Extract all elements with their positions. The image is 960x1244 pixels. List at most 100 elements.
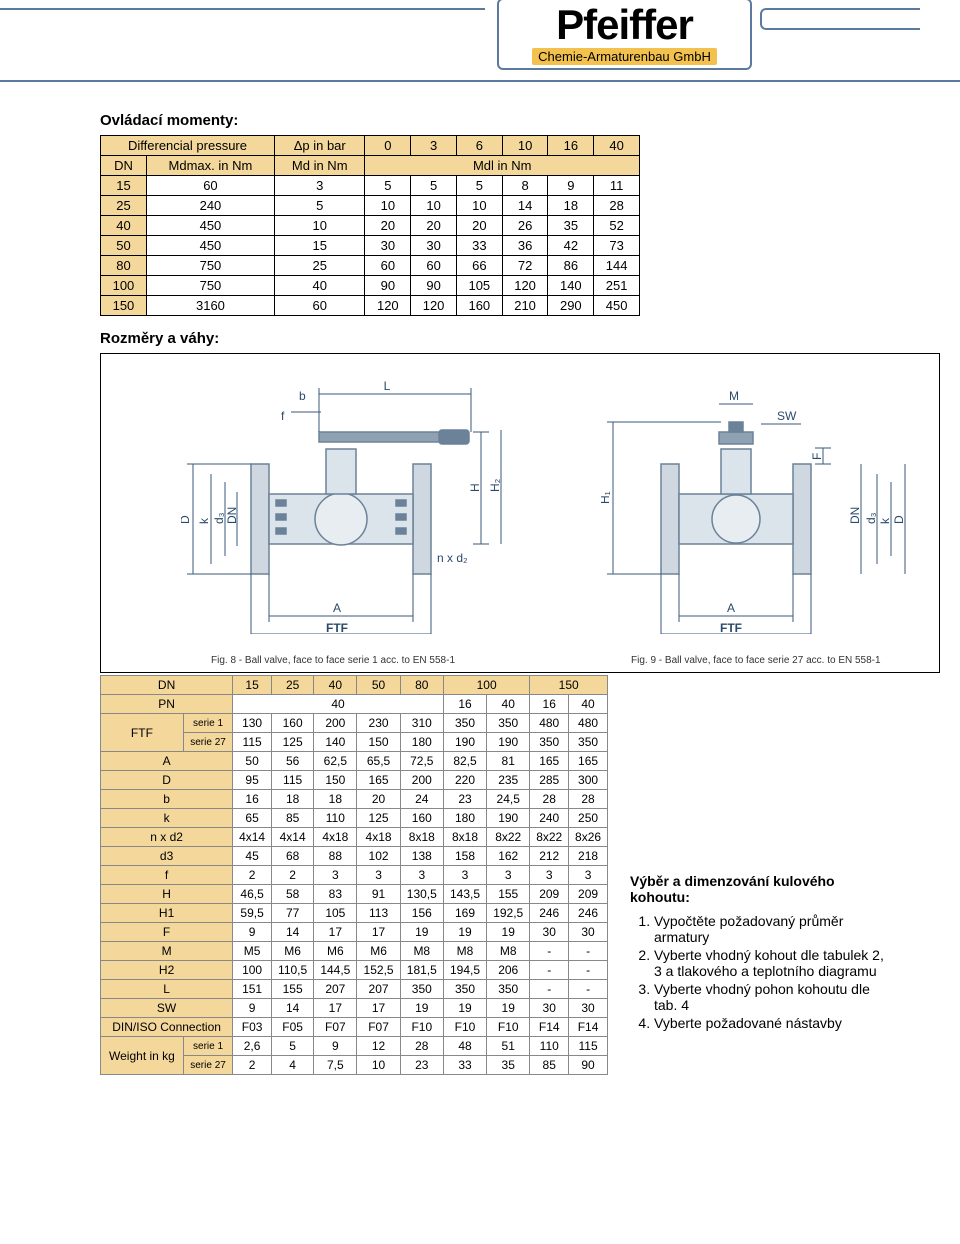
dims-label: d3: [101, 847, 233, 866]
dims-cell: 130: [233, 714, 272, 733]
dn-c0: 15: [233, 676, 272, 695]
pn-40b: 40: [487, 695, 530, 714]
dims-cell: 160: [400, 809, 443, 828]
dims-cell: 48: [443, 1037, 486, 1056]
dims-cell: 144,5: [314, 961, 357, 980]
dims-cell: 138: [400, 847, 443, 866]
dims-cell: 115: [272, 771, 314, 790]
dims-cell: 350: [487, 980, 530, 999]
dims-cell: 150: [314, 771, 357, 790]
dims-cell: 125: [357, 809, 400, 828]
lbl-d3r: d₃: [864, 512, 878, 524]
th-dp1: 3: [411, 136, 457, 156]
dims-cell: 2,6: [233, 1037, 272, 1056]
dims-cell: 3: [400, 866, 443, 885]
dn-c7: 150: [530, 676, 608, 695]
dims-cell: 105: [314, 904, 357, 923]
dims-cell: 160: [272, 714, 314, 733]
dims-cell: 14: [272, 999, 314, 1018]
dims-cell: -: [569, 961, 608, 980]
valve-diagram-right: M SW H₁ F DN d₃ k D A FTF: [601, 364, 921, 634]
dims-cell: 212: [530, 847, 569, 866]
dims-cell: 350: [569, 733, 608, 752]
pn-16a: 16: [443, 695, 486, 714]
lbl-Dr: D: [892, 515, 906, 524]
caption-left: Fig. 8 - Ball valve, face to face serie …: [211, 655, 455, 666]
torque-cell: 8: [502, 176, 548, 196]
dims-sublabel: serie 1: [183, 1037, 232, 1056]
lbl-SW: SW: [777, 409, 797, 423]
dims-cell: 200: [400, 771, 443, 790]
dn-c5: 100: [443, 676, 529, 695]
dims-cell: 28: [400, 1037, 443, 1056]
dims-cell: 58: [272, 885, 314, 904]
torque-cell: 10: [274, 216, 364, 236]
dims-label: n x d2: [101, 828, 233, 847]
torque-cell: 52: [594, 216, 640, 236]
torque-cell: 10: [365, 196, 411, 216]
torque-cell: 73: [594, 236, 640, 256]
dims-cell: 30: [530, 999, 569, 1018]
torque-cell: 120: [365, 296, 411, 316]
dims-cell: 350: [443, 714, 486, 733]
dims-cell: 162: [487, 847, 530, 866]
dims-cell: 8x22: [530, 828, 569, 847]
dims-cell: 158: [443, 847, 486, 866]
selection-block: Výběr a dimenzování kulového kohoutu: Vy…: [630, 873, 890, 1033]
th-mdmax: Mdmax. in Nm: [146, 156, 274, 176]
dims-cell: 165: [569, 752, 608, 771]
dims-cell: 4x18: [357, 828, 400, 847]
dims-cell: M6: [357, 942, 400, 961]
dims-cell: 350: [530, 733, 569, 752]
torque-cell: 20: [411, 216, 457, 236]
header-right-rule: [760, 8, 920, 30]
dn-hdr: DN: [101, 676, 233, 695]
dims-cell: 113: [357, 904, 400, 923]
dims-cell: 4x14: [233, 828, 272, 847]
dims-cell: 19: [487, 999, 530, 1018]
dims-cell: 20: [357, 790, 400, 809]
dims-cell: M6: [272, 942, 314, 961]
dims-cell: 90: [569, 1056, 608, 1075]
dims-cell: 130,5: [400, 885, 443, 904]
dims-label: FTF: [101, 714, 184, 752]
dims-cell: 28: [530, 790, 569, 809]
torque-cell: 60: [146, 176, 274, 196]
dims-label: H: [101, 885, 233, 904]
dims-cell: 152,5: [357, 961, 400, 980]
torque-table: Differencial pressure Δp in bar 0 3 6 10…: [100, 135, 640, 316]
torque-cell: 160: [456, 296, 502, 316]
th-dp3: 10: [502, 136, 548, 156]
dims-cell: 110: [314, 809, 357, 828]
dims-cell: 180: [400, 733, 443, 752]
dims-cell: 16: [233, 790, 272, 809]
dims-cell: 102: [357, 847, 400, 866]
dims-cell: 246: [569, 904, 608, 923]
dims-cell: 45: [233, 847, 272, 866]
dims-label: A: [101, 752, 233, 771]
dims-label: b: [101, 790, 233, 809]
dims-cell: 209: [569, 885, 608, 904]
torque-cell: 10: [456, 196, 502, 216]
th-dp0: 0: [365, 136, 411, 156]
dims-cell: 169: [443, 904, 486, 923]
torque-cell: 80: [101, 256, 147, 276]
torque-cell: 251: [594, 276, 640, 296]
torque-cell: 20: [365, 216, 411, 236]
lbl-H: H: [468, 483, 482, 492]
torque-cell: 60: [274, 296, 364, 316]
dims-cell: 3: [530, 866, 569, 885]
dims-cell: 246: [530, 904, 569, 923]
dims-cell: 65,5: [357, 752, 400, 771]
th-diffpress: Differencial pressure: [101, 136, 275, 156]
dn-c3: 50: [357, 676, 400, 695]
dims-label: M: [101, 942, 233, 961]
selection-list: Vypočtěte požadovaný průměr armatury Vyb…: [630, 913, 890, 1031]
torque-cell: 120: [502, 276, 548, 296]
torque-cell: 10: [411, 196, 457, 216]
dims-cell: 65: [233, 809, 272, 828]
dims-cell: 209: [530, 885, 569, 904]
lbl-DNr: DN: [848, 507, 862, 524]
dims-label: SW: [101, 999, 233, 1018]
dims-cell: 350: [400, 980, 443, 999]
